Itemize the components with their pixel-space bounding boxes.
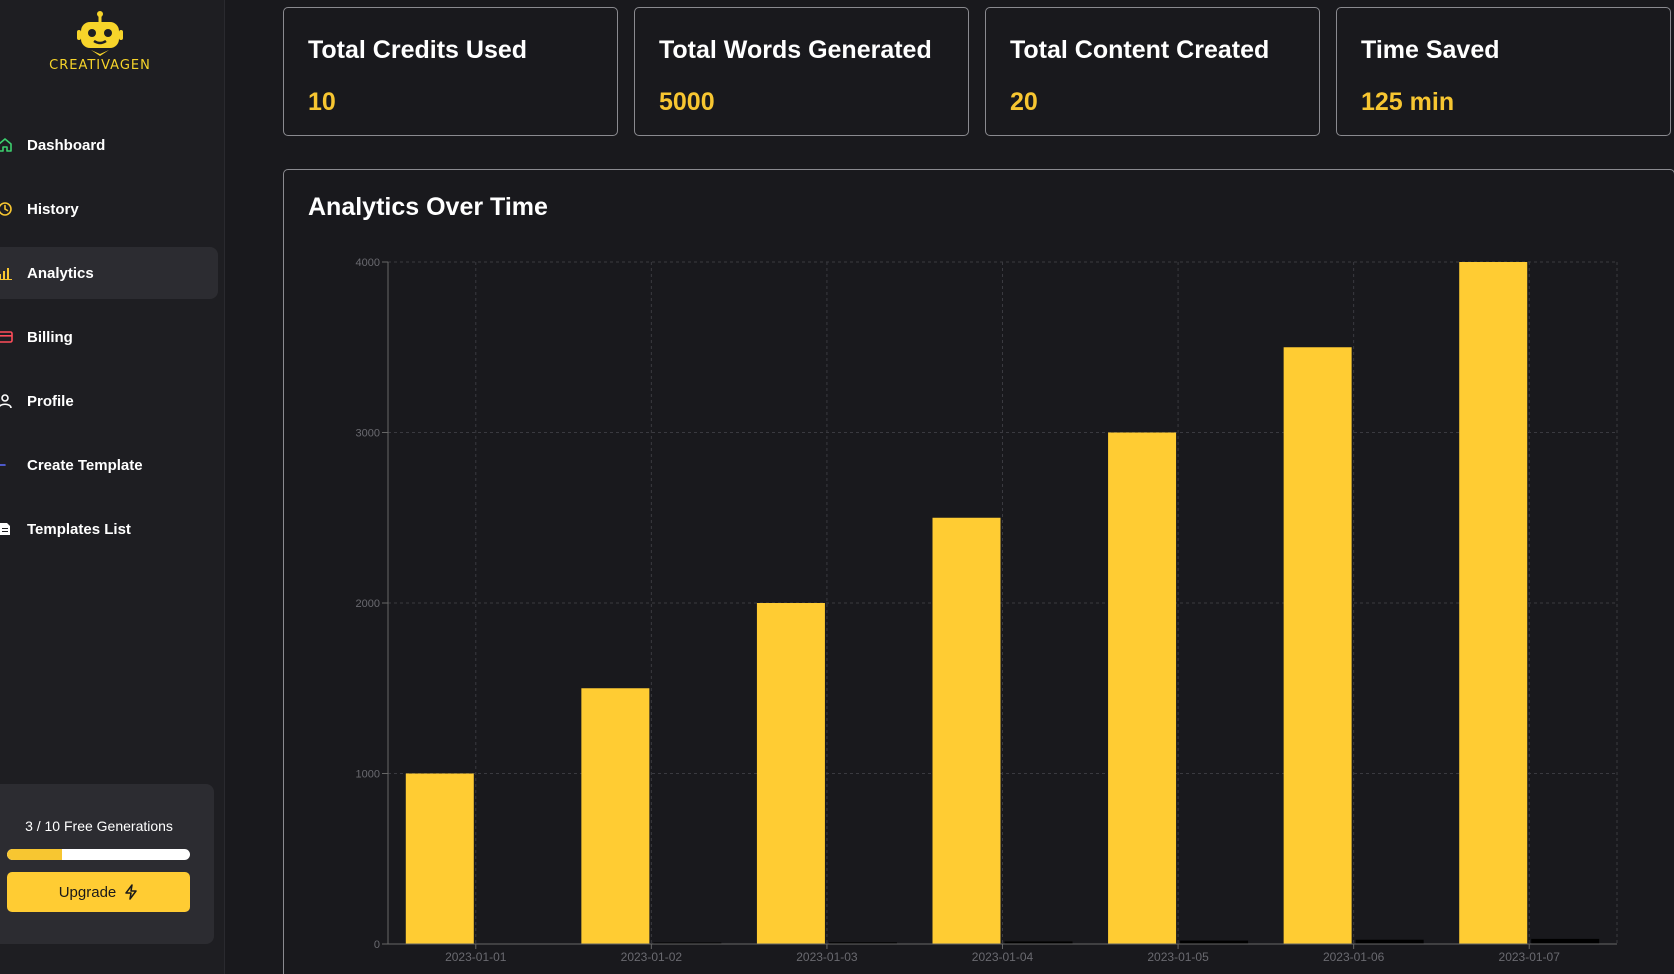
sidebar-item-label: Templates List xyxy=(27,520,131,538)
y-tick-label: 4000 xyxy=(356,257,380,269)
stat-card-words: Total Words Generated 5000 xyxy=(634,7,969,136)
sidebar-item-label: Create Template xyxy=(27,456,143,474)
sidebar-item-billing[interactable]: Billing xyxy=(0,311,218,363)
sidebar-item-label: History xyxy=(27,200,79,218)
lightning-icon xyxy=(125,884,138,900)
analytics-chart-card: Analytics Over Time 0 1000 2000 3000 4000 202… xyxy=(283,169,1674,974)
y-tick-label: 1000 xyxy=(356,769,380,781)
x-tick-label: 2023-01-01 xyxy=(445,950,507,964)
home-icon xyxy=(0,138,12,152)
x-tick-label: 2023-01-05 xyxy=(1147,950,1209,964)
sidebar-item-profile[interactable]: Profile xyxy=(0,375,218,427)
sidebar-item-create-template[interactable]: Create Template xyxy=(0,439,218,491)
bar xyxy=(1355,939,1424,944)
upgrade-label: Upgrade xyxy=(58,883,117,901)
stat-card-content: Total Content Created 20 xyxy=(985,7,1320,136)
bar xyxy=(828,942,897,944)
sidebar-item-analytics[interactable]: Analytics xyxy=(0,247,218,299)
plus-icon xyxy=(0,464,6,466)
user-icon xyxy=(0,394,12,409)
logo-text: CREATIVAGEN xyxy=(49,58,151,73)
document-icon xyxy=(0,523,10,535)
stat-card-time-saved: Time Saved 125 min xyxy=(1336,7,1671,136)
y-tick-label: 0 xyxy=(374,939,380,951)
x-tick-label: 2023-01-06 xyxy=(1323,950,1385,964)
bar xyxy=(1180,940,1249,944)
bar xyxy=(405,773,474,944)
bar xyxy=(932,517,1001,944)
bar-chart-icon xyxy=(0,268,12,280)
sidebar: CREATIVAGEN Dashboard History Analytics xyxy=(0,0,225,974)
credit-card-icon xyxy=(0,331,13,343)
clock-icon xyxy=(0,202,12,216)
app-logo[interactable]: CREATIVAGEN xyxy=(40,10,160,80)
bar xyxy=(1004,941,1073,944)
sidebar-item-label: Analytics xyxy=(27,264,94,282)
x-tick-label: 2023-01-04 xyxy=(972,950,1034,964)
stat-value: 5000 xyxy=(659,88,715,116)
analytics-bar-chart: 0 1000 2000 3000 4000 2023-01-01 2023-01-02 202… xyxy=(356,257,1618,964)
sidebar-item-dashboard[interactable]: Dashboard xyxy=(0,119,218,171)
bar xyxy=(1108,432,1177,944)
y-tick-label: 2000 xyxy=(356,598,380,610)
stat-value: 10 xyxy=(308,88,336,116)
robot-logo-icon xyxy=(77,11,123,56)
usage-text: 3 / 10 Free Generations xyxy=(25,818,173,834)
usage-progress-bar xyxy=(7,849,190,860)
sidebar-item-label: Billing xyxy=(27,328,73,346)
bar xyxy=(653,942,722,944)
stat-title: Time Saved xyxy=(1361,36,1500,64)
x-tick-label: 2023-01-07 xyxy=(1499,950,1561,964)
usage-card: 3 / 10 Free Generations Upgrade xyxy=(0,784,214,944)
y-tick-label: 3000 xyxy=(356,428,380,440)
stat-title: Total Content Created xyxy=(1010,36,1270,64)
bar xyxy=(1283,347,1352,944)
stat-title: Total Words Generated xyxy=(659,36,932,64)
stat-title: Total Credits Used xyxy=(308,36,528,64)
sidebar-nav: Dashboard History Analytics Billing xyxy=(0,119,225,567)
chart-title: Analytics Over Time xyxy=(308,193,548,221)
sidebar-item-label: Dashboard xyxy=(27,136,106,154)
sidebar-item-label: Profile xyxy=(27,392,74,410)
bar xyxy=(1531,938,1600,944)
upgrade-button[interactable]: Upgrade xyxy=(7,872,190,912)
usage-progress-fill xyxy=(7,849,62,860)
stat-value: 125 min xyxy=(1361,88,1455,116)
x-tick-label: 2023-01-03 xyxy=(796,950,858,964)
x-tick-label: 2023-01-02 xyxy=(621,950,683,964)
sidebar-item-templates-list[interactable]: Templates List xyxy=(0,503,218,555)
bar xyxy=(581,688,650,944)
stat-value: 20 xyxy=(1010,88,1038,116)
bar xyxy=(1459,262,1528,944)
bar xyxy=(756,603,825,944)
stat-card-credits: Total Credits Used 10 xyxy=(283,7,618,136)
sidebar-item-history[interactable]: History xyxy=(0,183,218,235)
